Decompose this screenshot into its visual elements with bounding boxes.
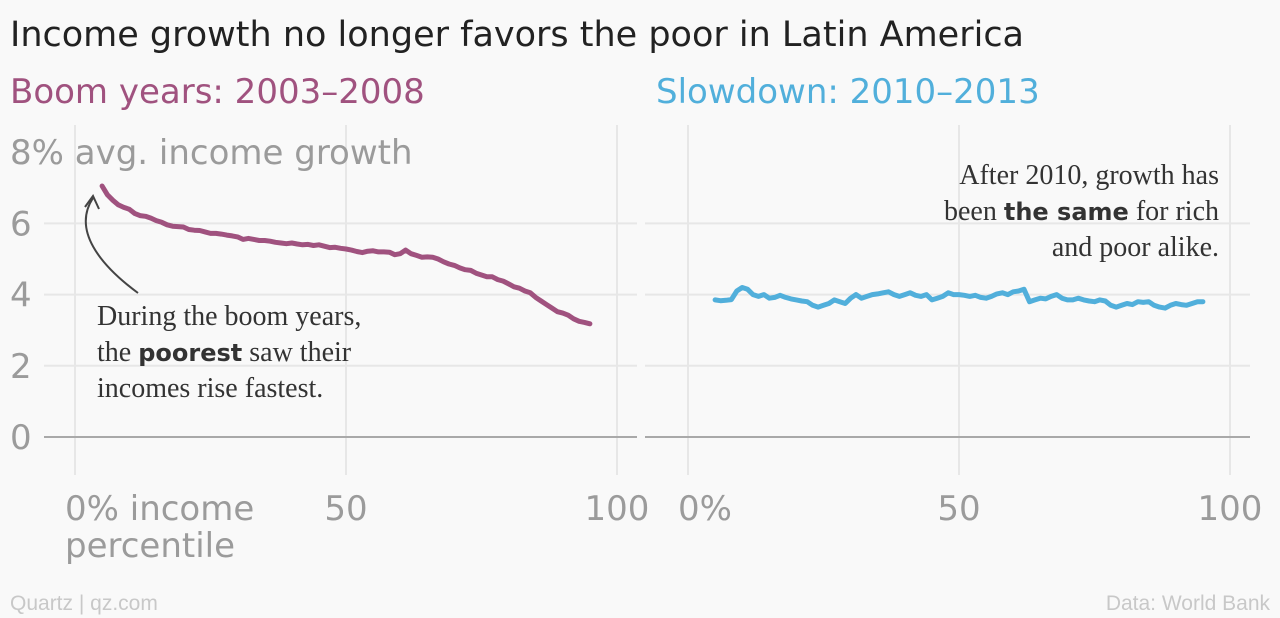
boom-annotation-line-1: During the boom years, — [97, 301, 361, 332]
boom-annotation-line-3: incomes rise fastest. — [97, 373, 323, 404]
y-tick-label-2: 4 — [10, 276, 32, 316]
y-tick-label-1: 2 — [10, 347, 32, 387]
boom-x-tick-label-2: 100 — [585, 489, 650, 529]
y-tick-label-3: 6 — [10, 204, 32, 244]
boom-x-tick-label-0: 0% income — [65, 489, 254, 529]
slowdown-x-tick-label-1: 50 — [937, 489, 980, 529]
slowdown-x-tick-label-2: 100 — [1198, 489, 1263, 529]
boom-series-line-0 — [99, 183, 593, 327]
slowdown-annotation-line-3: and poor alike. — [1052, 232, 1219, 263]
boom-panel: 0 2 4 6 8% avg. income growth 0% income 50 100 p… — [10, 125, 649, 566]
footer-credit: Quartz | qz.com — [10, 592, 158, 615]
slowdown-series-line-0 — [712, 285, 1206, 311]
y-tick-label-4: 8% avg. income growth — [10, 133, 413, 173]
slowdown-subtitle: Slowdown: 2010–2013 — [656, 72, 1040, 112]
boom-annotation-line-2: the poorest saw their — [97, 337, 352, 368]
slowdown-panel: 0% 50 100 — [645, 125, 1262, 529]
chart-title: Income growth no longer favors the poor … — [10, 15, 1024, 55]
boom-x-tick-label-1: 50 — [324, 489, 367, 529]
annotation-arrow-head — [84, 194, 100, 210]
slowdown-annotation-line-2: been the same for rich — [944, 196, 1219, 227]
x-axis-label-percentile: percentile — [65, 526, 235, 566]
annotation-arrow-line — [84, 197, 139, 294]
boom-subtitle: Boom years: 2003–2008 — [10, 72, 425, 112]
y-tick-label-0: 0 — [10, 418, 32, 458]
footer-source: Data: World Bank — [1106, 592, 1271, 615]
slowdown-x-tick-label-0: 0% — [678, 489, 732, 529]
slowdown-annotation-line-1: After 2010, growth has — [959, 160, 1219, 191]
